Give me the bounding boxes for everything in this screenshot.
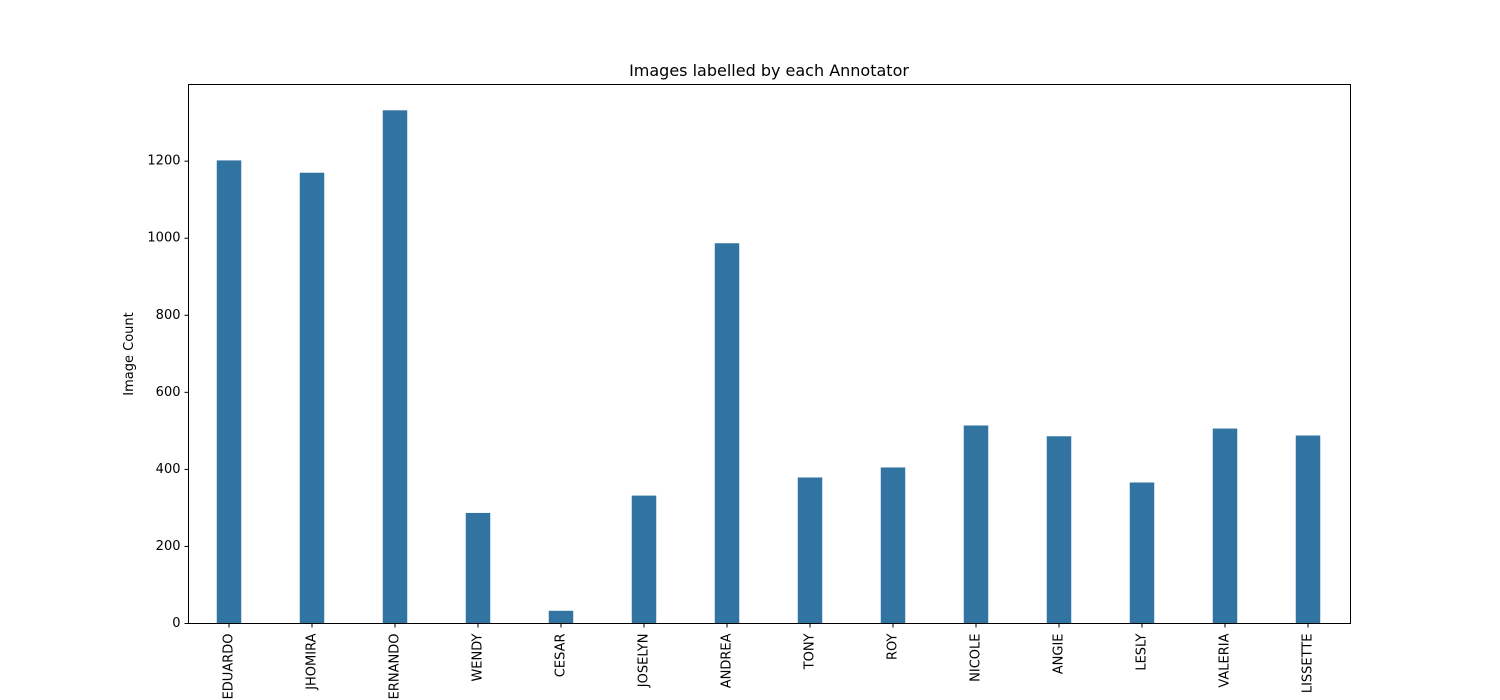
x-tick-label-roy: ROY bbox=[886, 633, 901, 660]
x-tick-label-nicole: NICOLE bbox=[969, 634, 984, 682]
bar-tony bbox=[797, 477, 823, 624]
bar-lissette bbox=[1295, 435, 1321, 624]
y-axis-ticks: 0 200 400 600 800 1000 1200 bbox=[147, 154, 189, 631]
bar-wendy bbox=[465, 512, 491, 624]
bars-group bbox=[216, 110, 1321, 624]
x-tick-label-tony: TONY bbox=[803, 633, 818, 670]
y-tick-label-1200: 1200 bbox=[147, 154, 180, 169]
x-tick-label-joselyn: JOSELYN bbox=[637, 634, 652, 689]
x-tick-label-wendy: WENDY bbox=[471, 633, 486, 681]
bar-andrea bbox=[714, 243, 740, 624]
chart-title: Images labelled by each Annotator bbox=[629, 61, 909, 80]
bar-nicole bbox=[963, 425, 989, 624]
x-tick-label-eduardo: EDUARDO bbox=[222, 634, 237, 700]
bar-angie bbox=[1046, 436, 1072, 624]
y-axis-label: Image Count bbox=[122, 312, 137, 395]
bar-valeria bbox=[1212, 428, 1238, 624]
x-tick-label-cesar: CESAR bbox=[554, 634, 569, 678]
x-tick-label-lissette: LISSETTE bbox=[1301, 634, 1316, 694]
x-tick-label-valeria: VALERIA bbox=[1218, 633, 1233, 687]
x-tick-label-fernando: FERNANDO bbox=[388, 634, 403, 700]
bar-roy bbox=[880, 467, 906, 624]
y-tick-label-0: 0 bbox=[172, 616, 180, 631]
bar-jhomira bbox=[299, 172, 325, 624]
x-tick-label-andrea: ANDREA bbox=[720, 633, 735, 688]
y-tick-label-800: 800 bbox=[156, 308, 181, 323]
bar-fernando bbox=[382, 110, 408, 624]
x-tick-label-lesly: LESLY bbox=[1135, 633, 1150, 670]
bar-eduardo bbox=[216, 160, 242, 624]
y-tick-label-600: 600 bbox=[156, 385, 181, 400]
bar-cesar bbox=[548, 610, 574, 624]
plot-frame bbox=[188, 84, 1351, 624]
bar-lesly bbox=[1129, 482, 1155, 624]
x-tick-label-jhomira: JHOMIRA bbox=[305, 633, 320, 690]
bar-joselyn bbox=[631, 495, 657, 624]
y-tick-label-1000: 1000 bbox=[147, 231, 180, 246]
x-tick-label-angie: ANGIE bbox=[1052, 634, 1067, 675]
y-tick-label-400: 400 bbox=[156, 462, 181, 477]
x-axis-ticks: EDUARDO JHOMIRA FERNANDO WENDY CESAR JOSELYN A… bbox=[222, 623, 1316, 700]
y-tick-label-200: 200 bbox=[156, 539, 181, 554]
